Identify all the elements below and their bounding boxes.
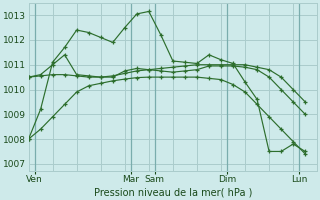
X-axis label: Pression niveau de la mer( hPa ): Pression niveau de la mer( hPa ) — [94, 187, 252, 197]
